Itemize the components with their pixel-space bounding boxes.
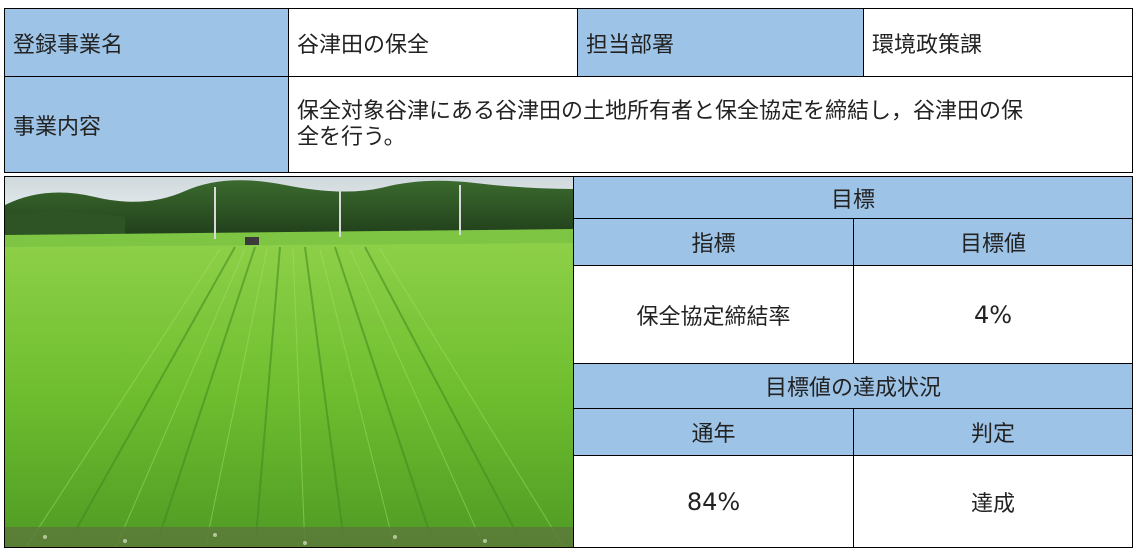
target-column-header-text: 目標値	[959, 232, 1026, 257]
judgement-value: 達成	[853, 455, 1133, 548]
judgement-column-header-text: 判定	[970, 422, 1015, 447]
target-value: 4%	[853, 265, 1133, 364]
rice-paddy-image	[5, 177, 573, 547]
indicator-value-text: 保全協定締結率	[636, 304, 791, 330]
judgement-column-header: 判定	[853, 408, 1133, 456]
goal-header-text: 目標	[830, 187, 875, 213]
project-name-value-text: 谷津田の保全	[297, 32, 430, 58]
year-value: 84%	[573, 455, 854, 548]
project-content-value: 保全対象谷津にある谷津田の土地所有者と保全協定を締結し，谷津田の保 全を行う。	[288, 76, 1133, 173]
achievement-header-text: 目標値の達成状況	[764, 376, 941, 401]
project-name-value: 谷津田の保全	[288, 8, 578, 77]
department-value-text: 環境政策課	[872, 32, 983, 58]
department-label: 担当部署	[577, 8, 864, 77]
project-content-label-text: 事業内容	[13, 114, 102, 140]
target-column-header: 目標値	[853, 218, 1133, 266]
indicator-column-header: 指標	[573, 218, 854, 266]
indicator-column-header-text: 指標	[691, 232, 736, 257]
project-content-line-2: 全を行う。	[297, 124, 406, 150]
year-value-text: 84%	[686, 487, 741, 516]
year-column-header: 通年	[573, 408, 854, 456]
project-name-label: 登録事業名	[4, 8, 289, 77]
judgement-value-text: 達成	[970, 491, 1015, 517]
year-column-header-text: 通年	[691, 422, 736, 447]
project-content-label: 事業内容	[4, 76, 289, 173]
indicator-value: 保全協定締結率	[573, 265, 854, 364]
rice-paddy-photo	[4, 176, 574, 548]
project-name-label-text: 登録事業名	[13, 32, 124, 58]
target-value-text: 4%	[973, 300, 1013, 329]
goal-header: 目標	[573, 176, 1133, 219]
department-value: 環境政策課	[863, 8, 1133, 77]
department-label-text: 担当部署	[586, 32, 675, 58]
project-sheet: 登録事業名 谷津田の保全 担当部署 環境政策課 事業内容 保全対象谷津にある谷津…	[4, 8, 1133, 548]
project-content-line-1: 保全対象谷津にある谷津田の土地所有者と保全協定を締結し，谷津田の保	[297, 98, 1024, 124]
achievement-header: 目標値の達成状況	[573, 363, 1133, 409]
